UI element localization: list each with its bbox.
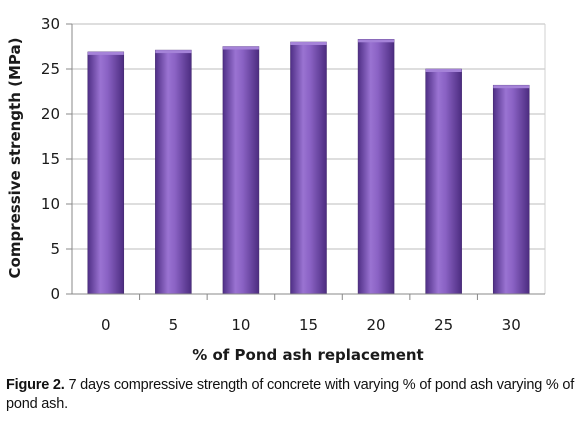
bar-10 — [222, 46, 260, 295]
x-tick-label: 15 — [299, 316, 318, 334]
y-tick-label: 0 — [50, 285, 60, 303]
bar-chart: 0 5 10 15 20 25 30 0 5 10 15 20 25 30 Compressive st… — [6, 15, 546, 364]
bar-5 — [155, 49, 192, 295]
bars — [87, 39, 530, 295]
bar-cap-30 — [493, 85, 530, 89]
y-tick-label: 5 — [50, 240, 60, 258]
bar-0 — [87, 51, 125, 295]
bar-15 — [290, 41, 327, 295]
x-tick-label: 25 — [434, 316, 453, 334]
figure-caption-label: Figure 2. — [6, 377, 65, 393]
bar-cap-20 — [358, 39, 395, 43]
x-tick-label: 5 — [169, 316, 179, 334]
x-tick-label: 20 — [367, 316, 386, 334]
x-tick-labels: 0 5 10 15 20 25 30 — [101, 316, 521, 334]
bar-20 — [357, 39, 395, 295]
y-tick-label: 10 — [41, 195, 60, 213]
y-tick-label: 15 — [41, 150, 60, 168]
bar-cap-0 — [87, 51, 124, 55]
figure-caption: Figure 2. 7 days compressive strength of… — [6, 376, 578, 414]
bar-30 — [492, 84, 530, 295]
figure-caption-text: 7 days compressive strength of concrete … — [6, 377, 575, 412]
x-axis-title: % of Pond ash replacement — [192, 346, 423, 364]
bar-cap-5 — [155, 50, 192, 54]
bar-25 — [425, 68, 462, 295]
x-tick-label: 30 — [502, 316, 521, 334]
chart-canvas: 0 5 10 15 20 25 30 0 5 10 15 20 25 30 Compressive st… — [6, 15, 546, 364]
y-axis-title: Compressive strength (MPa) — [6, 38, 24, 279]
x-tick-label: 0 — [101, 316, 111, 334]
y-tick-label: 25 — [41, 60, 60, 78]
bar-cap-10 — [222, 46, 259, 50]
y-tick-label: 30 — [41, 15, 60, 33]
bar-cap-15 — [290, 42, 327, 45]
axes — [66, 23, 546, 300]
bar-cap-25 — [425, 69, 462, 72]
x-tick-label: 10 — [231, 316, 250, 334]
y-tick-label: 20 — [41, 105, 60, 123]
y-tick-labels: 0 5 10 15 20 25 30 — [41, 15, 60, 303]
